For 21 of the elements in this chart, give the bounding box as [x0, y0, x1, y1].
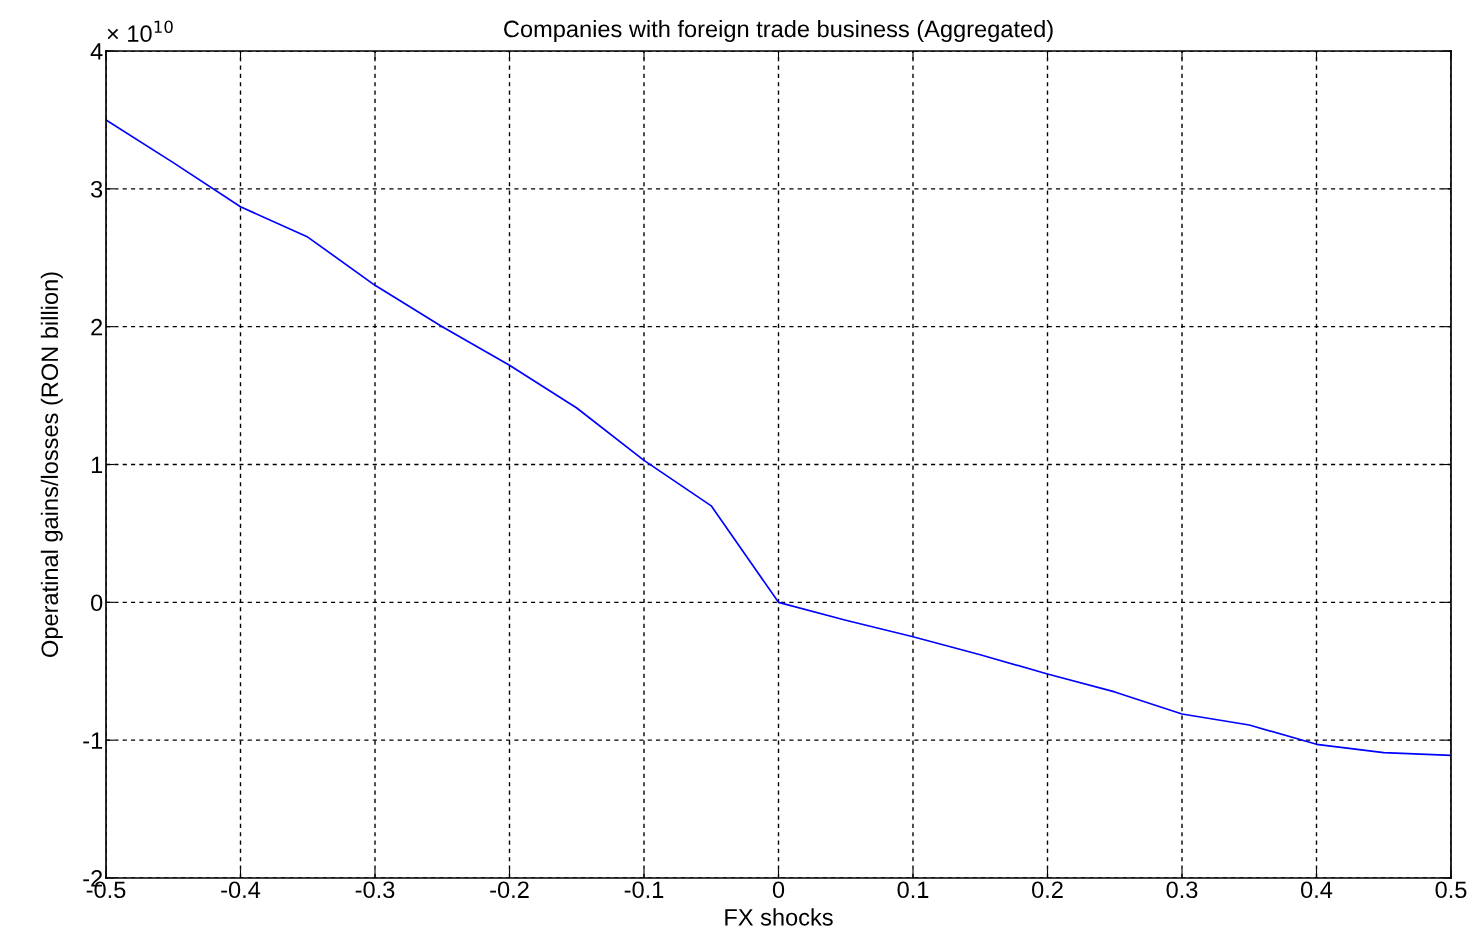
line-series	[106, 119, 1451, 757]
x-axis-title: FX shocks	[725, 908, 833, 926]
x-tick-label: -0.1	[624, 881, 664, 899]
y-tick-label: 2	[91, 318, 103, 336]
y-tick-label: 1	[91, 456, 103, 474]
x-tick-label: 0.5	[1435, 881, 1467, 899]
x-tick-label: -0.2	[490, 881, 529, 899]
chart-title: Companies with foreign trade business (Aggregated)	[504, 20, 1053, 43]
x-tick-label: -0.3	[355, 881, 395, 899]
text: × 10$^{10}$	[107, 20, 173, 43]
x-tick-label: 0.3	[1166, 881, 1198, 899]
y-tick-label: 4	[90, 43, 103, 60]
x-tick-label: 0.1	[897, 881, 929, 899]
x-tick-label: 0	[772, 881, 785, 899]
y-axis-title: Operatinal gains/losses (RON billion)	[40, 272, 63, 657]
x-tick-label: 0.4	[1301, 881, 1333, 899]
x-tick-label: 0.2	[1032, 881, 1063, 899]
x-tick-label: -0.4	[221, 881, 261, 899]
y-tick-label: -1	[83, 732, 103, 749]
y-tick-label: 0	[91, 594, 103, 612]
y-tick-label: 3	[90, 180, 103, 198]
